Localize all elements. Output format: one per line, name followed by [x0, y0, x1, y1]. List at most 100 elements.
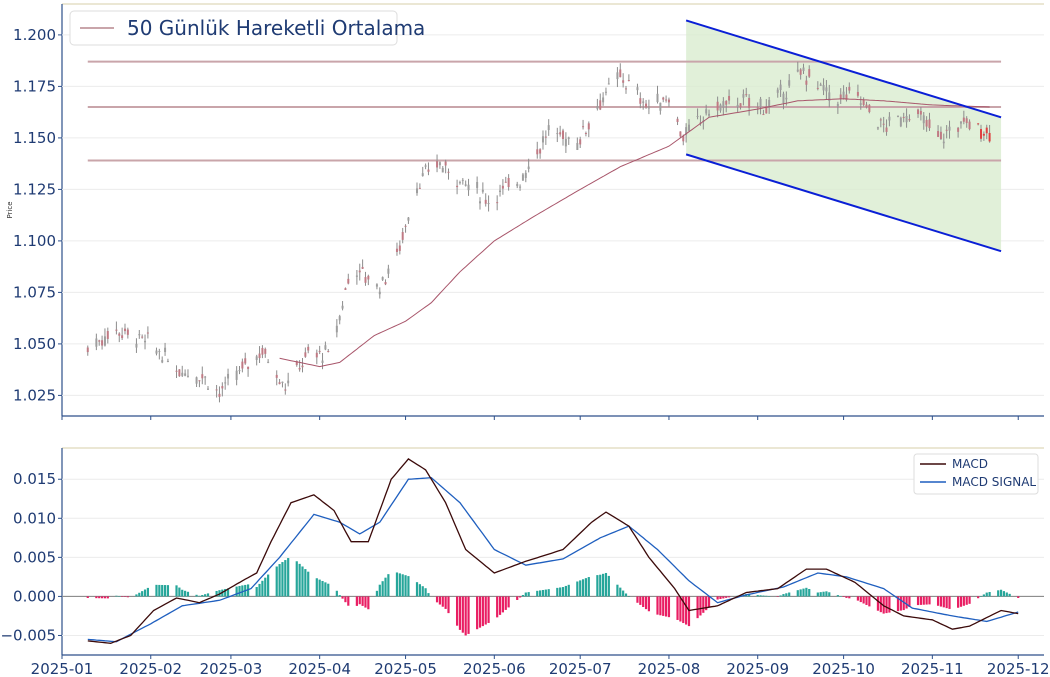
macd-histogram-bar [344, 596, 347, 603]
candle-body [582, 126, 585, 128]
macd-histogram-bar [418, 584, 421, 597]
price-panel: 1.025 1.050 1.075 1.100 1.125 1.150 1.175 1.200… [6, 3, 1044, 420]
candle-body [547, 125, 550, 131]
x-tick-label: 2025-10 [812, 660, 875, 677]
candle-body [896, 115, 899, 117]
macd-histogram-bar [461, 596, 464, 633]
macd-histogram-bar [905, 596, 908, 609]
candle-body [121, 335, 124, 339]
macd-histogram-bar [576, 581, 579, 597]
macd-histogram-bar [141, 591, 144, 597]
candle-body [347, 278, 350, 284]
macd-tick-label: 0.000 [13, 587, 56, 605]
candle-body [158, 351, 161, 353]
candle-body [118, 333, 121, 336]
candle-body [324, 345, 327, 350]
candle-body [562, 130, 565, 139]
macd-histogram-bar [839, 596, 842, 597]
candle-body [144, 340, 147, 343]
candle-body [524, 172, 527, 178]
candle-body [905, 115, 908, 123]
macd-histogram-bar [507, 596, 510, 608]
candle-body [395, 248, 398, 252]
x-tick-label: 2025-02 [119, 660, 182, 677]
macd-histogram-bar [264, 577, 267, 597]
macd-histogram-bar [241, 585, 244, 597]
macd-histogram-bar [424, 588, 427, 597]
macd-histogram-bar [298, 563, 301, 597]
macd-histogram-bar [238, 586, 241, 597]
price-tick-label: 1.050 [13, 335, 56, 353]
macd-histogram-bar [988, 592, 991, 597]
candle-body [825, 87, 828, 92]
x-tick-label: 2025-09 [726, 660, 789, 677]
macd-plot-area [62, 448, 1044, 655]
candle-body [521, 174, 524, 181]
macd-histogram-bar [498, 596, 502, 615]
macd-histogram-bar [945, 596, 948, 609]
macd-legend-label: MACD [952, 457, 988, 471]
candle-body [705, 109, 708, 114]
candle-body [828, 92, 831, 101]
x-tick-label: 2025-01 [31, 660, 94, 677]
candle-body [178, 369, 181, 377]
macd-histogram-bar [536, 590, 539, 597]
candle-body [845, 94, 848, 100]
candle-body [848, 86, 851, 91]
candle-body [576, 142, 579, 150]
candle-body [161, 360, 164, 363]
macd-histogram-bar [267, 574, 270, 597]
candle-body [928, 119, 931, 129]
macd-histogram-bar [1017, 596, 1020, 598]
macd-histogram-bar [968, 596, 971, 604]
candle-body [327, 351, 330, 353]
macd-histogram-bar [539, 590, 542, 597]
candle-body [888, 116, 891, 121]
macd-histogram-bar [825, 591, 828, 597]
candle-body [375, 284, 378, 287]
macd-histogram-bar [879, 596, 882, 613]
macd-histogram-bar [478, 596, 482, 628]
macd-histogram-bar [143, 589, 147, 597]
candle-body [221, 386, 224, 389]
macd-histogram-bar [444, 596, 447, 609]
macd-histogram-bar [939, 596, 943, 607]
candle-body [919, 110, 922, 115]
macd-histogram-bar [667, 596, 671, 618]
candle-body [407, 217, 410, 221]
macd-histogram-bar [284, 560, 287, 597]
candle-body [696, 115, 699, 117]
candle-body [745, 94, 748, 96]
macd-histogram-bar [118, 596, 121, 597]
candle-body [988, 132, 991, 142]
macd-histogram-bar [1005, 592, 1008, 597]
candle-body [427, 169, 430, 172]
macd-histogram-bar [999, 589, 1003, 597]
candle-body [456, 185, 459, 188]
macd-histogram-bar [367, 596, 370, 610]
candle-body [227, 373, 230, 379]
macd-line [87, 458, 1019, 644]
macd-histogram-bar [644, 596, 648, 610]
candle-body [507, 177, 510, 188]
macd-histogram-bar [161, 584, 164, 597]
candle-body [318, 350, 321, 352]
macd-histogram-bar [819, 592, 822, 597]
candle-body [355, 275, 358, 277]
candle-body [361, 266, 364, 269]
macd-histogram-bar [959, 596, 963, 607]
macd-histogram-bar [275, 566, 278, 597]
candle-body [802, 67, 805, 72]
channel-upper-line [685, 19, 1002, 119]
macd-histogram-bar [842, 596, 845, 597]
macd-histogram-bar [567, 584, 570, 597]
candle-body [218, 393, 221, 397]
candle-body [135, 343, 138, 348]
macd-histogram-bar [997, 590, 1000, 597]
macd-histogram-bar [828, 592, 831, 597]
macd-histogram-bar [100, 596, 104, 599]
candle-body [622, 80, 625, 83]
macd-histogram-bar [725, 596, 728, 598]
macd-histogram-bar [98, 596, 101, 599]
